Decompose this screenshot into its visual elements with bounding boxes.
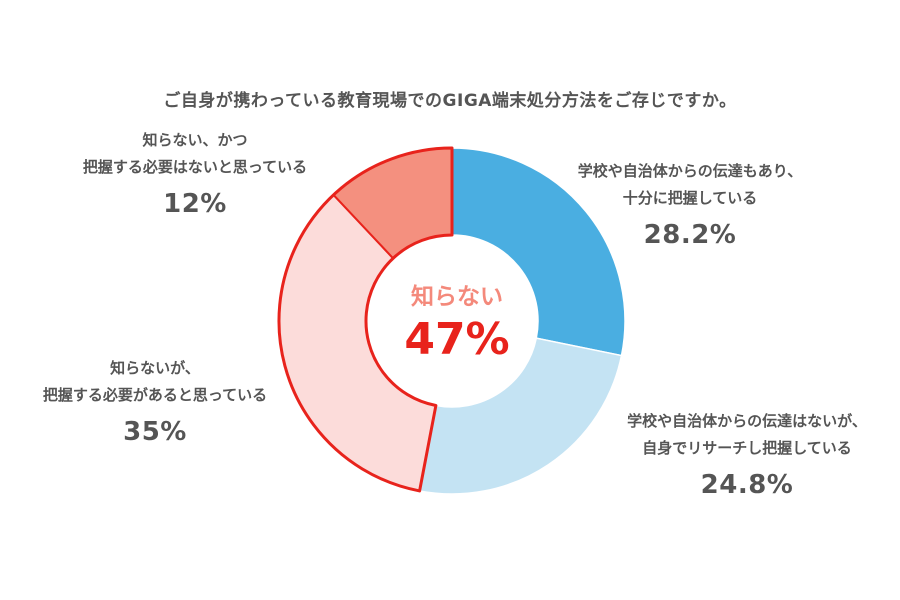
dont-know-highlight-outline bbox=[277, 146, 454, 493]
slice-label-line: 自身でリサーチし把握している bbox=[642, 439, 852, 457]
slice-label-no-need: 知らない、かつ 把握する必要はないと思っている 12% bbox=[60, 127, 330, 219]
slice-label-fully-aware: 学校や自治体からの伝達もあり、 十分に把握している 28.2% bbox=[560, 158, 820, 250]
slice-label-line: 把握する必要はないと思っている bbox=[82, 158, 308, 176]
slice-value-label: 12% bbox=[163, 189, 227, 219]
slice-label-line: 学校や自治体からの伝達もあり、 bbox=[577, 162, 803, 180]
slice-fully-aware bbox=[451, 147, 626, 357]
slice-value-label: 35% bbox=[123, 417, 187, 447]
center-highlight-label: 知らない bbox=[411, 284, 503, 310]
slice-label-line: 知らないが、 bbox=[110, 359, 200, 377]
slice-value-label: 28.2% bbox=[643, 220, 737, 250]
slice-label-self-research: 学校や自治体からの伝達はないが、 自身でリサーチし把握している 24.8% bbox=[602, 408, 892, 500]
slice-label-line: 学校や自治体からの伝達はないが、 bbox=[627, 412, 867, 430]
slice-label-line: 知らない、かつ bbox=[142, 131, 248, 149]
slice-label-line: 十分に把握している bbox=[622, 189, 758, 207]
slice-label-line: 把握する必要があると思っている bbox=[42, 386, 268, 404]
center-highlight-value: 47% bbox=[404, 314, 510, 365]
chart-title: ご自身が携わっている教育現場でのGIGA端末処分方法をご存じですか。 bbox=[163, 91, 737, 111]
slice-self-research bbox=[418, 337, 623, 495]
slice-value-label: 24.8% bbox=[700, 470, 794, 500]
donut-slices bbox=[277, 146, 626, 495]
slice-label-need-to-know: 知らないが、 把握する必要があると思っている 35% bbox=[20, 355, 290, 447]
